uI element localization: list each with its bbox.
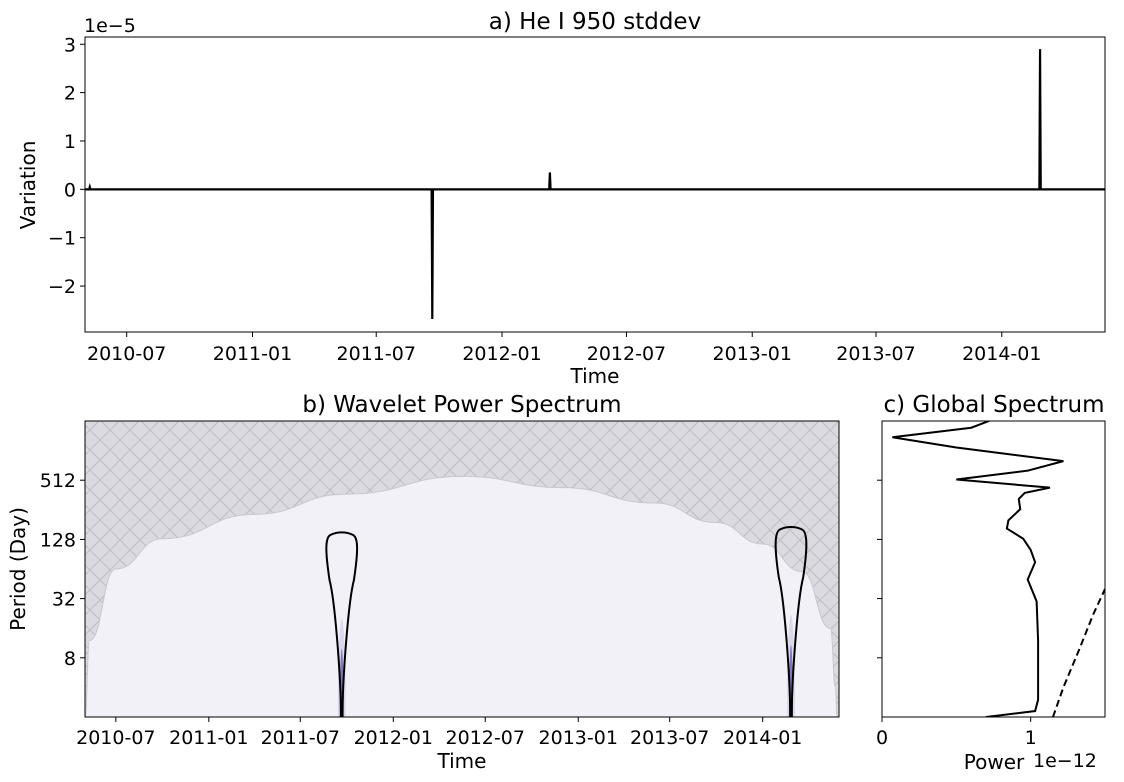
x-tick-label: 2013-01 — [539, 727, 618, 749]
panel-a: a) He I 950 stddev 1e−5 2010-07 2011-01 20… — [16, 9, 1106, 388]
y-tick-label: −2 — [48, 276, 76, 298]
y-tick-label: 32 — [52, 589, 76, 611]
x-tick-label: 2011-07 — [337, 343, 416, 365]
y-tick-label: 512 — [40, 470, 76, 492]
y-tick-label: 8 — [64, 648, 76, 670]
panel-c-xlabel: Power — [964, 750, 1025, 774]
x-tick-label: 2010-07 — [76, 727, 155, 749]
y-tick-label: 1 — [64, 131, 76, 153]
global-spectrum-line — [892, 421, 1064, 717]
panel-c-y-ticks — [877, 479, 882, 659]
x-tick-label: 2013-07 — [836, 343, 915, 365]
y-tick-label: −1 — [48, 228, 76, 250]
panel-a-frame — [84, 36, 1106, 333]
x-tick-label: 2012-07 — [587, 343, 666, 365]
panel-a-y-offset: 1e−5 — [84, 15, 136, 37]
significance-contours — [325, 526, 808, 717]
panel-c-title: c) Global Spectrum — [883, 392, 1104, 418]
panel-c-series — [892, 421, 1105, 717]
x-tick-label: 2012-07 — [446, 727, 525, 749]
panel-c-x-offset: 1e−12 — [1033, 750, 1097, 772]
x-tick-label: 2011-01 — [169, 727, 248, 749]
y-tick-label: 0 — [64, 179, 76, 201]
panel-b-title: b) Wavelet Power Spectrum — [302, 392, 621, 418]
y-tick-label: 128 — [40, 529, 76, 551]
x-tick-label: 2013-01 — [713, 343, 792, 365]
panel-a-series — [85, 49, 1105, 319]
panel-b-xlabel: Time — [437, 749, 487, 773]
x-tick-label: 2011-01 — [213, 343, 292, 365]
x-tick-label: 1 — [1025, 727, 1037, 749]
panel-c-frame — [881, 420, 1106, 718]
panel-a-x-ticks: 2010-07 2011-01 2011-07 2012-01 2012-07 2013-… — [87, 332, 1041, 365]
panel-b-ylabel: Period (Day) — [6, 507, 30, 631]
y-tick-label: 3 — [64, 34, 76, 56]
x-tick-label: 0 — [876, 727, 888, 749]
x-tick-label: 2011-07 — [261, 727, 340, 749]
panel-b-frame — [84, 420, 840, 718]
x-tick-label: 2014-01 — [723, 727, 802, 749]
cone-of-influence — [85, 475, 838, 717]
panel-a-title: a) He I 950 stddev — [489, 9, 701, 35]
panel-b-y-ticks: 8 32 128 512 — [40, 470, 85, 670]
y-tick-label: 2 — [64, 83, 76, 105]
series-line — [85, 49, 1105, 319]
significance-contour — [325, 531, 359, 717]
significance-line — [1052, 588, 1105, 717]
x-tick-label: 2013-07 — [630, 727, 709, 749]
x-tick-label: 2014-01 — [962, 343, 1041, 365]
x-tick-label: 2010-07 — [87, 343, 166, 365]
significance-contour — [774, 526, 808, 717]
panel-b-x-ticks: 2010-07 2011-01 2011-07 2012-01 2012-07 2013-… — [76, 717, 802, 749]
x-tick-label: 2012-01 — [462, 343, 541, 365]
panel-a-xlabel: Time — [570, 364, 620, 388]
x-tick-label: 2012-01 — [354, 727, 433, 749]
panel-a-y-ticks: −2 −1 0 1 2 3 — [48, 34, 85, 298]
panel-b: b) Wavelet Power Spectrum 2010-07 2011-01… — [6, 392, 840, 773]
panel-a-ylabel: Variation — [16, 141, 40, 230]
